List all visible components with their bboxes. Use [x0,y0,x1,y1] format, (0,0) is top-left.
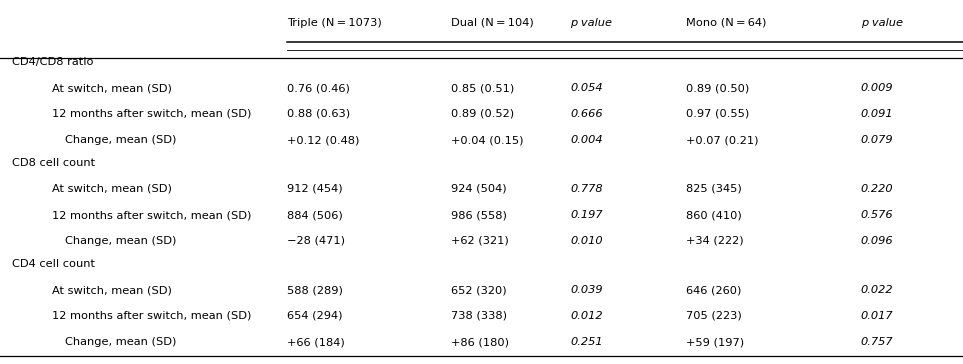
Text: 0.97 (0.55): 0.97 (0.55) [686,109,749,119]
Text: 0.022: 0.022 [861,285,894,295]
Text: 0.079: 0.079 [861,135,894,145]
Text: p value: p value [570,17,612,28]
Text: 912 (454): 912 (454) [287,184,343,194]
Text: +0.12 (0.48): +0.12 (0.48) [287,135,359,145]
Text: +0.04 (0.15): +0.04 (0.15) [451,135,523,145]
Text: 0.012: 0.012 [570,311,603,321]
Text: 705 (223): 705 (223) [686,311,742,321]
Text: 12 months after switch, mean (SD): 12 months after switch, mean (SD) [52,210,251,220]
Text: −28 (471): −28 (471) [287,236,345,246]
Text: 0.197: 0.197 [570,210,603,220]
Text: 0.666: 0.666 [570,109,603,119]
Text: +59 (197): +59 (197) [686,337,743,347]
Text: 0.757: 0.757 [861,337,894,347]
Text: 0.017: 0.017 [861,311,894,321]
Text: At switch, mean (SD): At switch, mean (SD) [52,83,171,93]
Text: 0.009: 0.009 [861,83,894,93]
Text: Dual (N = 104): Dual (N = 104) [451,17,534,28]
Text: 0.76 (0.46): 0.76 (0.46) [287,83,350,93]
Text: +62 (321): +62 (321) [451,236,508,246]
Text: 652 (320): 652 (320) [451,285,507,295]
Text: 588 (289): 588 (289) [287,285,343,295]
Text: 12 months after switch, mean (SD): 12 months after switch, mean (SD) [52,311,251,321]
Text: 924 (504): 924 (504) [451,184,507,194]
Text: +86 (180): +86 (180) [451,337,508,347]
Text: +0.07 (0.21): +0.07 (0.21) [686,135,758,145]
Text: Mono (N = 64): Mono (N = 64) [686,17,766,28]
Text: 0.054: 0.054 [570,83,603,93]
Text: 0.89 (0.52): 0.89 (0.52) [451,109,514,119]
Text: Triple (N = 1073): Triple (N = 1073) [287,17,381,28]
Text: Change, mean (SD): Change, mean (SD) [65,337,176,347]
Text: 0.251: 0.251 [570,337,603,347]
Text: +34 (222): +34 (222) [686,236,743,246]
Text: CD4 cell count: CD4 cell count [12,259,94,269]
Text: 884 (506): 884 (506) [287,210,343,220]
Text: Change, mean (SD): Change, mean (SD) [65,236,176,246]
Text: 0.004: 0.004 [570,135,603,145]
Text: 825 (345): 825 (345) [686,184,742,194]
Text: 0.85 (0.51): 0.85 (0.51) [451,83,514,93]
Text: 986 (558): 986 (558) [451,210,507,220]
Text: p value: p value [861,17,903,28]
Text: 0.096: 0.096 [861,236,894,246]
Text: 0.89 (0.50): 0.89 (0.50) [686,83,749,93]
Text: 738 (338): 738 (338) [451,311,507,321]
Text: 0.091: 0.091 [861,109,894,119]
Text: 860 (410): 860 (410) [686,210,742,220]
Text: 0.220: 0.220 [861,184,894,194]
Text: CD4/CD8 ratio: CD4/CD8 ratio [12,57,93,67]
Text: Change, mean (SD): Change, mean (SD) [65,135,176,145]
Text: +66 (184): +66 (184) [287,337,345,347]
Text: 0.576: 0.576 [861,210,894,220]
Text: At switch, mean (SD): At switch, mean (SD) [52,285,171,295]
Text: 0.039: 0.039 [570,285,603,295]
Text: 0.010: 0.010 [570,236,603,246]
Text: 0.778: 0.778 [570,184,603,194]
Text: 646 (260): 646 (260) [686,285,742,295]
Text: 12 months after switch, mean (SD): 12 months after switch, mean (SD) [52,109,251,119]
Text: At switch, mean (SD): At switch, mean (SD) [52,184,171,194]
Text: 654 (294): 654 (294) [287,311,343,321]
Text: 0.88 (0.63): 0.88 (0.63) [287,109,351,119]
Text: CD8 cell count: CD8 cell count [12,158,94,168]
